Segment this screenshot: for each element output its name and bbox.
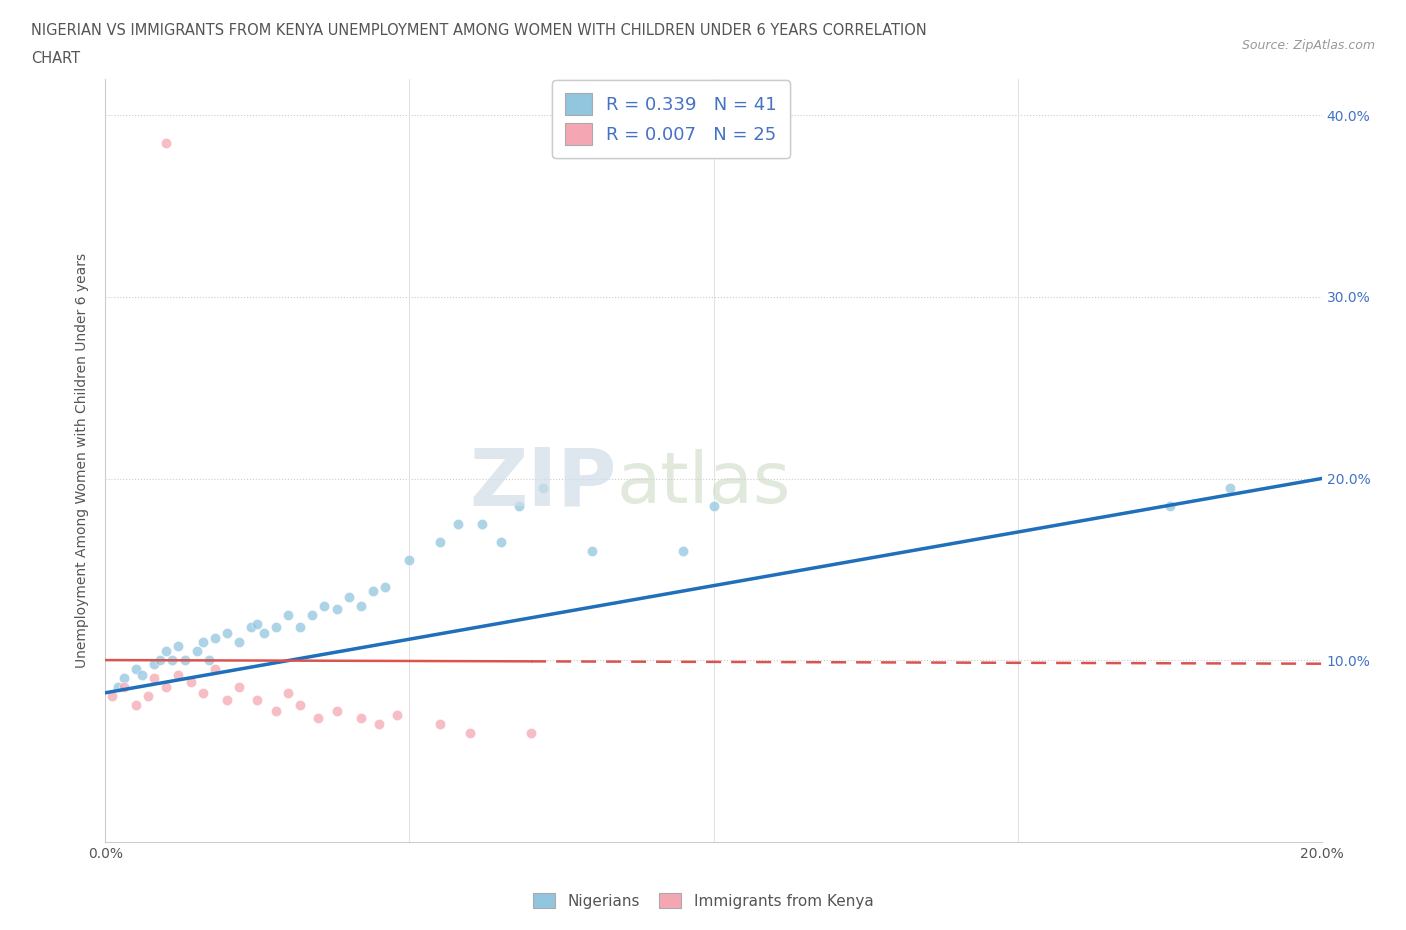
Point	[167, 638, 190, 653]
Point	[489, 535, 512, 550]
Point	[368, 716, 391, 731]
Legend: R = 0.339   N = 41, R = 0.007   N = 25: R = 0.339 N = 41, R = 0.007 N = 25	[553, 81, 790, 158]
Point	[204, 662, 226, 677]
Text: Source: ZipAtlas.com: Source: ZipAtlas.com	[1241, 39, 1375, 52]
Point	[217, 693, 239, 708]
Point	[264, 703, 287, 718]
Point	[350, 711, 373, 725]
Point	[228, 680, 250, 695]
Point	[447, 516, 470, 531]
Point	[180, 674, 202, 689]
Point	[531, 480, 554, 495]
Point	[429, 535, 451, 550]
Point	[374, 580, 396, 595]
Point	[458, 725, 481, 740]
Point	[228, 634, 250, 649]
Point	[350, 598, 373, 613]
Point	[198, 653, 221, 668]
Point	[191, 634, 214, 649]
Point	[204, 631, 226, 645]
Point	[508, 498, 530, 513]
Point	[325, 703, 347, 718]
Text: ZIP: ZIP	[470, 445, 616, 523]
Point	[143, 657, 166, 671]
Point	[1219, 480, 1241, 495]
Point	[246, 617, 269, 631]
Point	[143, 671, 166, 685]
Point	[429, 716, 451, 731]
Point	[337, 589, 360, 604]
Point	[672, 544, 695, 559]
Point	[107, 680, 129, 695]
Point	[155, 644, 177, 658]
Point	[702, 498, 725, 513]
Point	[288, 620, 311, 635]
Point	[186, 644, 208, 658]
Text: atlas: atlas	[616, 449, 790, 518]
Point	[325, 602, 347, 617]
Point	[1159, 498, 1181, 513]
Point	[162, 653, 184, 668]
Point	[252, 625, 274, 640]
Y-axis label: Unemployment Among Women with Children Under 6 years: Unemployment Among Women with Children U…	[76, 253, 90, 668]
Point	[155, 680, 177, 695]
Point	[240, 620, 263, 635]
Point	[167, 667, 190, 682]
Point	[246, 693, 269, 708]
Point	[277, 607, 299, 622]
Point	[307, 711, 329, 725]
Point	[471, 516, 494, 531]
Text: NIGERIAN VS IMMIGRANTS FROM KENYA UNEMPLOYMENT AMONG WOMEN WITH CHILDREN UNDER 6: NIGERIAN VS IMMIGRANTS FROM KENYA UNEMPL…	[31, 23, 927, 38]
Point	[398, 552, 420, 567]
Text: CHART: CHART	[31, 51, 80, 66]
Point	[361, 584, 384, 599]
Point	[288, 698, 311, 713]
Point	[217, 625, 239, 640]
Point	[112, 680, 135, 695]
Point	[125, 698, 148, 713]
Point	[155, 135, 177, 150]
Point	[581, 544, 603, 559]
Point	[131, 667, 153, 682]
Point	[314, 598, 336, 613]
Point	[173, 653, 195, 668]
Legend: Nigerians, Immigrants from Kenya: Nigerians, Immigrants from Kenya	[526, 886, 880, 915]
Point	[277, 685, 299, 700]
Point	[520, 725, 543, 740]
Point	[136, 689, 159, 704]
Point	[100, 689, 122, 704]
Point	[301, 607, 323, 622]
Point	[191, 685, 214, 700]
Point	[387, 707, 409, 722]
Point	[125, 662, 148, 677]
Point	[149, 653, 172, 668]
Point	[112, 671, 135, 685]
Point	[264, 620, 287, 635]
